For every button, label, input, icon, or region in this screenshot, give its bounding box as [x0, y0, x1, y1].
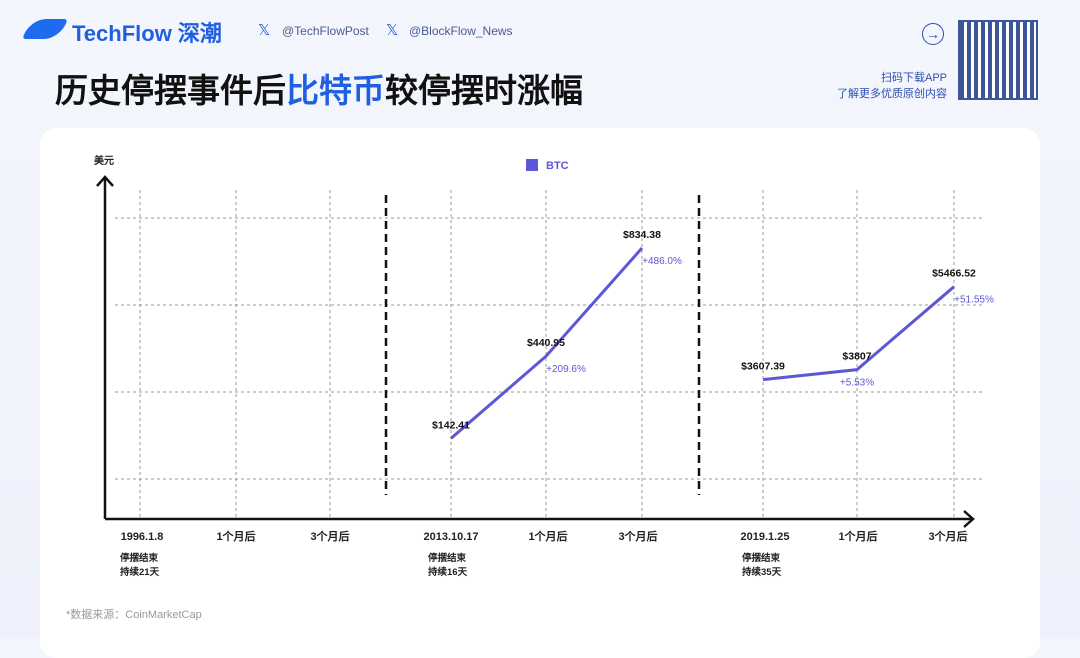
pct-label: +5.53%: [840, 378, 874, 389]
arrow-right-icon: →: [922, 23, 944, 45]
x-tick-label: 2019.1.25: [741, 531, 790, 543]
x-tick-label: 3个月后: [310, 529, 349, 543]
x-tick-label: 3个月后: [928, 529, 967, 543]
chart-card: [40, 128, 1040, 658]
pct-label: +51.55%: [954, 295, 994, 306]
app-promo: 扫码下载APP 了解更多优质原创内容: [837, 72, 947, 100]
x-sublabel: 停摆结束: [428, 552, 467, 564]
x-sublabel: 停摆结束: [120, 552, 159, 564]
legend-swatch: [526, 159, 538, 171]
line-chart: 美元 BTC 1996.1.8 1个月后 3个月后 2013.10.17 1个月后 3个月后 2…: [94, 154, 994, 578]
brand-name: TechFlow 深潮: [72, 21, 222, 46]
value-label: $440.95: [527, 337, 565, 349]
value-label: $3807: [842, 351, 871, 363]
x-logo-icon: 𝕏: [386, 22, 399, 39]
pct-label: +209.6%: [546, 364, 586, 375]
qr-code: [958, 20, 1038, 100]
x-logo-icon: 𝕏: [258, 22, 271, 39]
x-tick-label: 1个月后: [528, 529, 567, 543]
btc-line-segment: [762, 285, 955, 382]
value-label: $142.41: [432, 419, 470, 431]
x-tick-label: 1个月后: [838, 529, 877, 543]
x-axis-arrow: [963, 510, 975, 528]
x-sublabel: 停摆结束: [742, 552, 781, 564]
x-sublabel: 持续35天: [742, 566, 782, 578]
value-label: $5466.52: [932, 268, 976, 280]
page-title: 历史停摆事件后比特币较停摆时涨幅: [55, 72, 583, 109]
btc-line-segment: [450, 247, 644, 440]
y-axis-arrow: [96, 175, 114, 187]
legend-label: BTC: [546, 160, 569, 172]
value-label: $834.38: [623, 229, 661, 241]
source-note: *数据来源：CoinMarketCap: [66, 609, 202, 621]
x-tick-label: 1个月后: [216, 529, 255, 543]
x-tick-label: 2013.10.17: [423, 531, 478, 543]
pct-label: +486.0%: [642, 256, 682, 267]
x-sublabel: 持续21天: [120, 566, 160, 578]
x-sublabel: 持续16天: [428, 566, 468, 578]
value-label: $3607.39: [741, 361, 785, 373]
x-tick-label: 1996.1.8: [121, 531, 164, 543]
handle-techflowpost[interactable]: @TechFlowPost: [282, 24, 369, 38]
handle-blockflow[interactable]: @BlockFlow_News: [409, 24, 513, 38]
y-axis-label: 美元: [94, 154, 114, 167]
x-tick-label: 3个月后: [618, 529, 657, 543]
